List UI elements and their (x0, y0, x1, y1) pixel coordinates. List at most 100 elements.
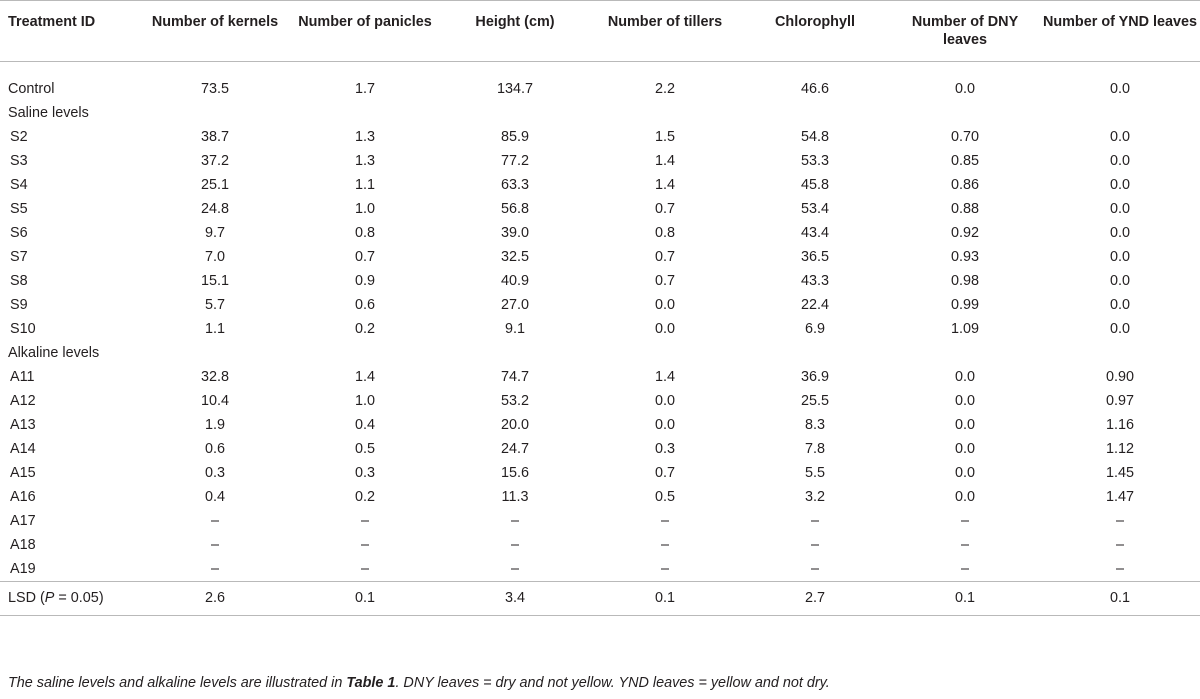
column-header-7: Number of YND leaves (1040, 0, 1200, 62)
table-cell: 0.0 (954, 441, 975, 457)
column-header-3: Height (cm) (440, 0, 590, 62)
table-cell: 0.8 (354, 225, 375, 241)
table-cell: 0.0 (1109, 81, 1130, 97)
table-row: A12 10.4 1.0 53.2 0.0 25.5 0.0 0.97 (0, 389, 1200, 413)
table-row: A11 32.8 1.4 74.7 1.4 36.9 0.0 0.90 (0, 365, 1200, 389)
table-cell: 3.2 (804, 489, 825, 505)
table-cell: 63.3 (500, 177, 529, 193)
row-label: S6 (10, 225, 28, 241)
table-cell: 0.0 (654, 321, 675, 337)
lsd-cell: 0.1 (1040, 581, 1200, 616)
table-cell: 53.3 (800, 153, 829, 169)
table-cell: 0.6 (354, 297, 375, 313)
table-row: S10 1.1 0.2 9.1 0.0 6.9 1.09 0.0 (0, 317, 1200, 341)
table-cell: 1.4 (654, 369, 675, 385)
column-header-5: Chlorophyll (740, 0, 890, 62)
row-label: A12 (10, 393, 36, 409)
table-cell: 1.1 (354, 177, 375, 193)
table-cell: – (960, 537, 969, 553)
table-cell: 7.8 (804, 441, 825, 457)
table-cell: 24.8 (200, 201, 229, 217)
table-cell: 1.5 (654, 129, 675, 145)
table-cell: – (1115, 513, 1124, 529)
lsd-cell: 0.1 (290, 581, 440, 616)
table-cell: 0.0 (1109, 249, 1130, 265)
table-cell: – (1115, 537, 1124, 553)
table-cell: 134.7 (496, 81, 533, 97)
table-cell: 46.6 (800, 81, 829, 97)
column-header-4: Number of tillers (590, 0, 740, 62)
table-cell: 53.4 (800, 201, 829, 217)
table-row: A19 – – – – – – – (0, 557, 1200, 582)
table-cell: 11.3 (501, 489, 529, 505)
row-label: Control (8, 81, 55, 97)
table-cell: 5.5 (804, 465, 825, 481)
table-cell: 43.4 (800, 225, 829, 241)
table-row: A15 0.3 0.3 15.6 0.7 5.5 0.0 1.45 (0, 461, 1200, 485)
table-cell: 2.2 (654, 81, 675, 97)
table-row: S8 15.1 0.9 40.9 0.7 43.3 0.98 0.0 (0, 269, 1200, 293)
table-cell: 85.9 (500, 129, 529, 145)
table-cell: 0.0 (954, 417, 975, 433)
table-cell: 9.7 (204, 225, 225, 241)
table-cell: 0.4 (204, 489, 225, 505)
table-cell: – (960, 513, 969, 529)
table-cell: 0.93 (950, 249, 979, 265)
group-row: Alkaline levels (0, 341, 1200, 365)
table-cell: – (360, 537, 369, 553)
table-row: S3 37.2 1.3 77.2 1.4 53.3 0.85 0.0 (0, 149, 1200, 173)
table-cell: 0.88 (950, 201, 979, 217)
column-header-2: Number of panicles (290, 0, 440, 62)
lsd-row: LSD (P = 0.05) 2.6 0.1 3.4 0.1 2.7 0.1 0.1 (0, 581, 1200, 616)
table-row: S7 7.0 0.7 32.5 0.7 36.5 0.93 0.0 (0, 245, 1200, 269)
table-cell: 24.7 (500, 441, 529, 457)
lsd-cell: 3.4 (440, 581, 590, 616)
table-cell: 0.0 (1109, 225, 1130, 241)
table-cell: 15.6 (500, 465, 529, 481)
table-cell: 0.90 (1105, 369, 1134, 385)
table-cell: 38.7 (200, 129, 229, 145)
header-row: Treatment ID Number of kernels Number of p… (0, 0, 1200, 62)
table-row: A14 0.6 0.5 24.7 0.3 7.8 0.0 1.12 (0, 437, 1200, 461)
table-cell: – (360, 513, 369, 529)
lsd-cell: 0.1 (590, 581, 740, 616)
table-cell: 0.0 (1109, 321, 1130, 337)
group-label: Saline levels (8, 105, 89, 121)
table-cell: – (660, 513, 669, 529)
table-cell: 0.0 (954, 489, 975, 505)
table-cell: 1.47 (1105, 489, 1134, 505)
table-cell: 0.0 (1109, 297, 1130, 313)
table-cell: 1.9 (204, 417, 225, 433)
row-label: S2 (10, 129, 28, 145)
row-label: A18 (10, 537, 36, 553)
table-cell: 1.4 (654, 153, 675, 169)
table-cell: 0.9 (354, 273, 375, 289)
table-cell: 0.7 (654, 273, 675, 289)
table-row: S2 38.7 1.3 85.9 1.5 54.8 0.70 0.0 (0, 125, 1200, 149)
table-cell: 0.98 (950, 273, 979, 289)
table-cell: – (360, 561, 369, 577)
table-cell: – (810, 537, 819, 553)
table-cell: – (510, 513, 519, 529)
table-row: S5 24.8 1.0 56.8 0.7 53.4 0.88 0.0 (0, 197, 1200, 221)
table-row: S4 25.1 1.1 63.3 1.4 45.8 0.86 0.0 (0, 173, 1200, 197)
table-row: Control 73.5 1.7 134.7 2.2 46.6 0.0 0.0 (0, 77, 1200, 101)
table-cell: 0.3 (654, 441, 675, 457)
table-cell: 0.5 (654, 489, 675, 505)
table-cell: 1.4 (354, 369, 375, 385)
table-cell: 0.0 (954, 465, 975, 481)
table-cell: 1.0 (354, 393, 375, 409)
table-cell: 43.3 (800, 273, 829, 289)
table-cell: 39.0 (500, 225, 529, 241)
table-cell: – (210, 513, 219, 529)
row-label: A14 (10, 441, 36, 457)
table-cell: – (660, 561, 669, 577)
table-cell: 8.3 (804, 417, 825, 433)
table-cell: 0.0 (654, 417, 675, 433)
row-label: A15 (10, 465, 36, 481)
table-cell: – (660, 537, 669, 553)
caption-text-2: . DNY leaves = dry and not yellow. YND l… (395, 675, 830, 691)
table-cell: 0.0 (1109, 177, 1130, 193)
table-cell: 36.5 (800, 249, 829, 265)
